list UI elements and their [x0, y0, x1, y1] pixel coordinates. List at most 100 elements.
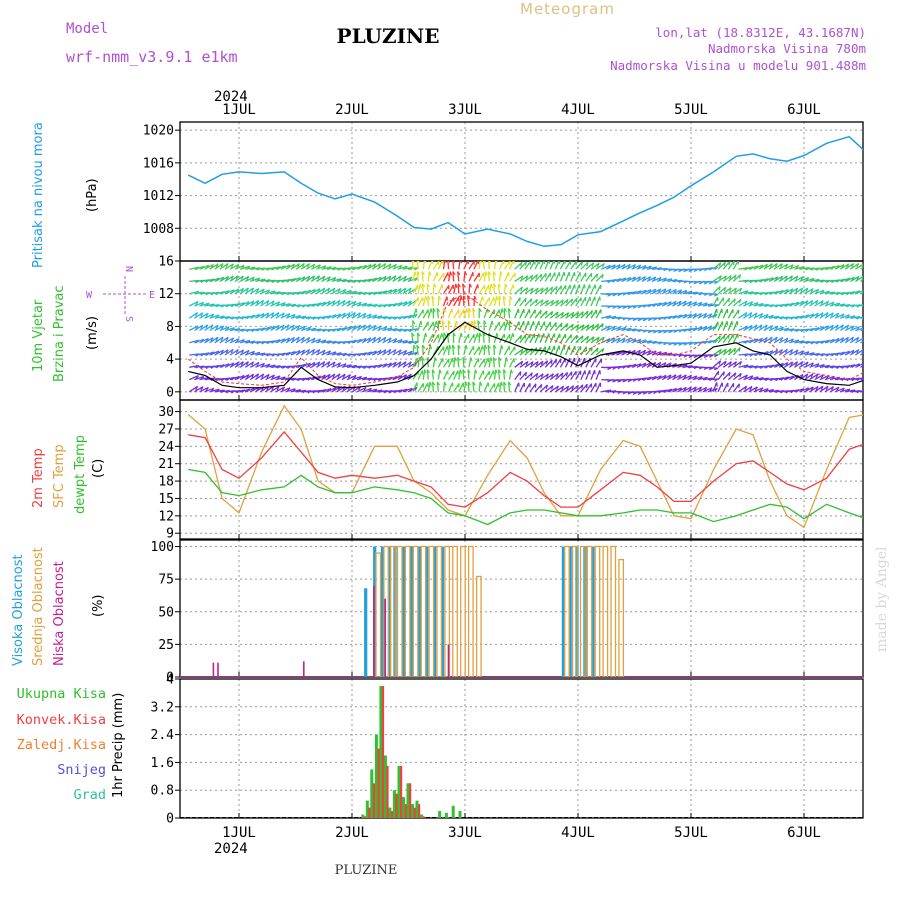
wind-arrow: [458, 261, 461, 270]
wind-arrow: [722, 297, 731, 307]
wind-arrow: [585, 272, 593, 282]
wind-arrow: [773, 275, 783, 282]
wind-arrow-head: [472, 307, 476, 312]
wind-arrow-head: [519, 371, 522, 376]
wind-arrow: [529, 383, 537, 393]
wind-arrow: [621, 337, 631, 344]
wind-arrow-head: [286, 324, 290, 329]
wind-arrow: [249, 299, 260, 307]
precip-y-tick-label: 4: [166, 673, 174, 688]
wind-arrow: [539, 384, 548, 393]
wind-arrow-head: [230, 275, 234, 280]
wind-arrow-head: [612, 293, 617, 297]
wind-arrow: [738, 312, 748, 319]
wind-arrow: [809, 352, 820, 356]
wind-arrow-head: [749, 386, 753, 391]
wind-arrow-head: [571, 323, 574, 329]
wind-arrow: [809, 362, 820, 368]
wind-arrow: [585, 324, 595, 332]
wind-arrow-head: [297, 325, 301, 330]
wind-arrow-head: [393, 361, 397, 366]
wind-arrow-head: [693, 269, 698, 273]
wind-arrow: [544, 373, 554, 381]
wind-arrow: [488, 309, 496, 319]
wind-arrow-head: [545, 310, 548, 315]
wind-arrow: [366, 324, 377, 332]
pressure-frame: [179, 121, 864, 262]
wind-y-tick-label: 12: [158, 287, 174, 302]
wind-arrow: [412, 284, 419, 295]
wind-arrow-head: [503, 369, 507, 374]
wind-arrow: [351, 312, 361, 319]
wind-arrow-head: [393, 338, 398, 343]
wind-arrow-head: [846, 324, 850, 329]
wind-arrow: [356, 337, 367, 344]
cloud-ylabel-low: Niska Oblacnost: [52, 561, 67, 666]
wind-arrow: [519, 275, 529, 282]
wind-arrow-head: [729, 361, 732, 366]
wind-arrow: [244, 387, 255, 393]
wind-arrow: [544, 261, 550, 270]
wind-arrow-head: [550, 286, 554, 292]
wind-arrow: [763, 314, 774, 319]
wind-arrow: [503, 283, 507, 294]
wind-arrow: [667, 300, 677, 307]
wind-arrow-head: [225, 263, 229, 268]
wind-arrow: [453, 370, 459, 380]
wind-arrow-head: [545, 287, 549, 292]
temperature-y-tick-label: 24: [158, 440, 174, 455]
wind-arrow: [397, 349, 407, 356]
wind-arrow: [250, 277, 260, 283]
wind-arrow: [336, 352, 347, 356]
wind-arrow: [839, 324, 850, 332]
wind-arrow-head: [861, 318, 863, 320]
wind-arrow: [712, 275, 722, 282]
wind-arrow: [463, 271, 466, 282]
wind-arrow: [458, 332, 462, 343]
wind-arrow: [467, 369, 470, 380]
precip-legend-freezing: Zaledj.Kisa: [17, 737, 106, 753]
wind-arrow: [554, 358, 562, 368]
wind-arrow-head: [585, 384, 588, 389]
wind-arrow: [417, 370, 423, 380]
wind-arrow-head: [479, 332, 482, 337]
wind-arrow: [860, 329, 863, 332]
wind-arrow-head: [653, 318, 658, 321]
wind-arrow-head: [607, 367, 612, 371]
wind-arrow-head: [462, 369, 466, 374]
wind-arrow: [580, 310, 589, 319]
wind-arrow: [616, 350, 626, 356]
wind-arrow: [250, 267, 261, 270]
wind-arrow-head: [571, 385, 575, 390]
wind-arrow: [467, 295, 470, 307]
wind-arrow: [784, 302, 794, 307]
wind-arrow: [316, 275, 326, 282]
wind-arrow-head: [637, 318, 642, 322]
wind-arrow: [392, 301, 403, 307]
wind-arrow-head: [535, 274, 538, 279]
wind-arrow-head: [841, 313, 845, 318]
wind-arrow-head: [332, 373, 336, 378]
wind-arrow: [382, 289, 393, 295]
wind-arrow: [377, 389, 388, 393]
wind-arrow-head: [744, 374, 748, 379]
wind-arrow: [519, 297, 527, 307]
wind-arrow-head: [535, 361, 539, 366]
wind-arrow-head: [424, 261, 427, 264]
wind-arrow: [743, 266, 754, 270]
wind-arrow-head: [422, 344, 426, 349]
wind-arrow-head: [815, 289, 820, 294]
wind-arrow-head: [414, 271, 417, 276]
wind-arrow-head: [342, 312, 346, 317]
wind-arrow: [672, 300, 682, 307]
wind-arrow-head: [728, 287, 732, 292]
wind-arrow: [204, 377, 215, 381]
wind-arrow: [245, 314, 255, 319]
wind-arrow-head: [357, 312, 361, 317]
wind-arrow-head: [668, 288, 672, 293]
wind-arrow-head: [872, 340, 875, 343]
wind-arrow-head: [535, 287, 539, 292]
wind-arrow-head: [317, 288, 321, 293]
wind-arrow: [509, 272, 516, 282]
wind-arrow: [387, 302, 398, 307]
